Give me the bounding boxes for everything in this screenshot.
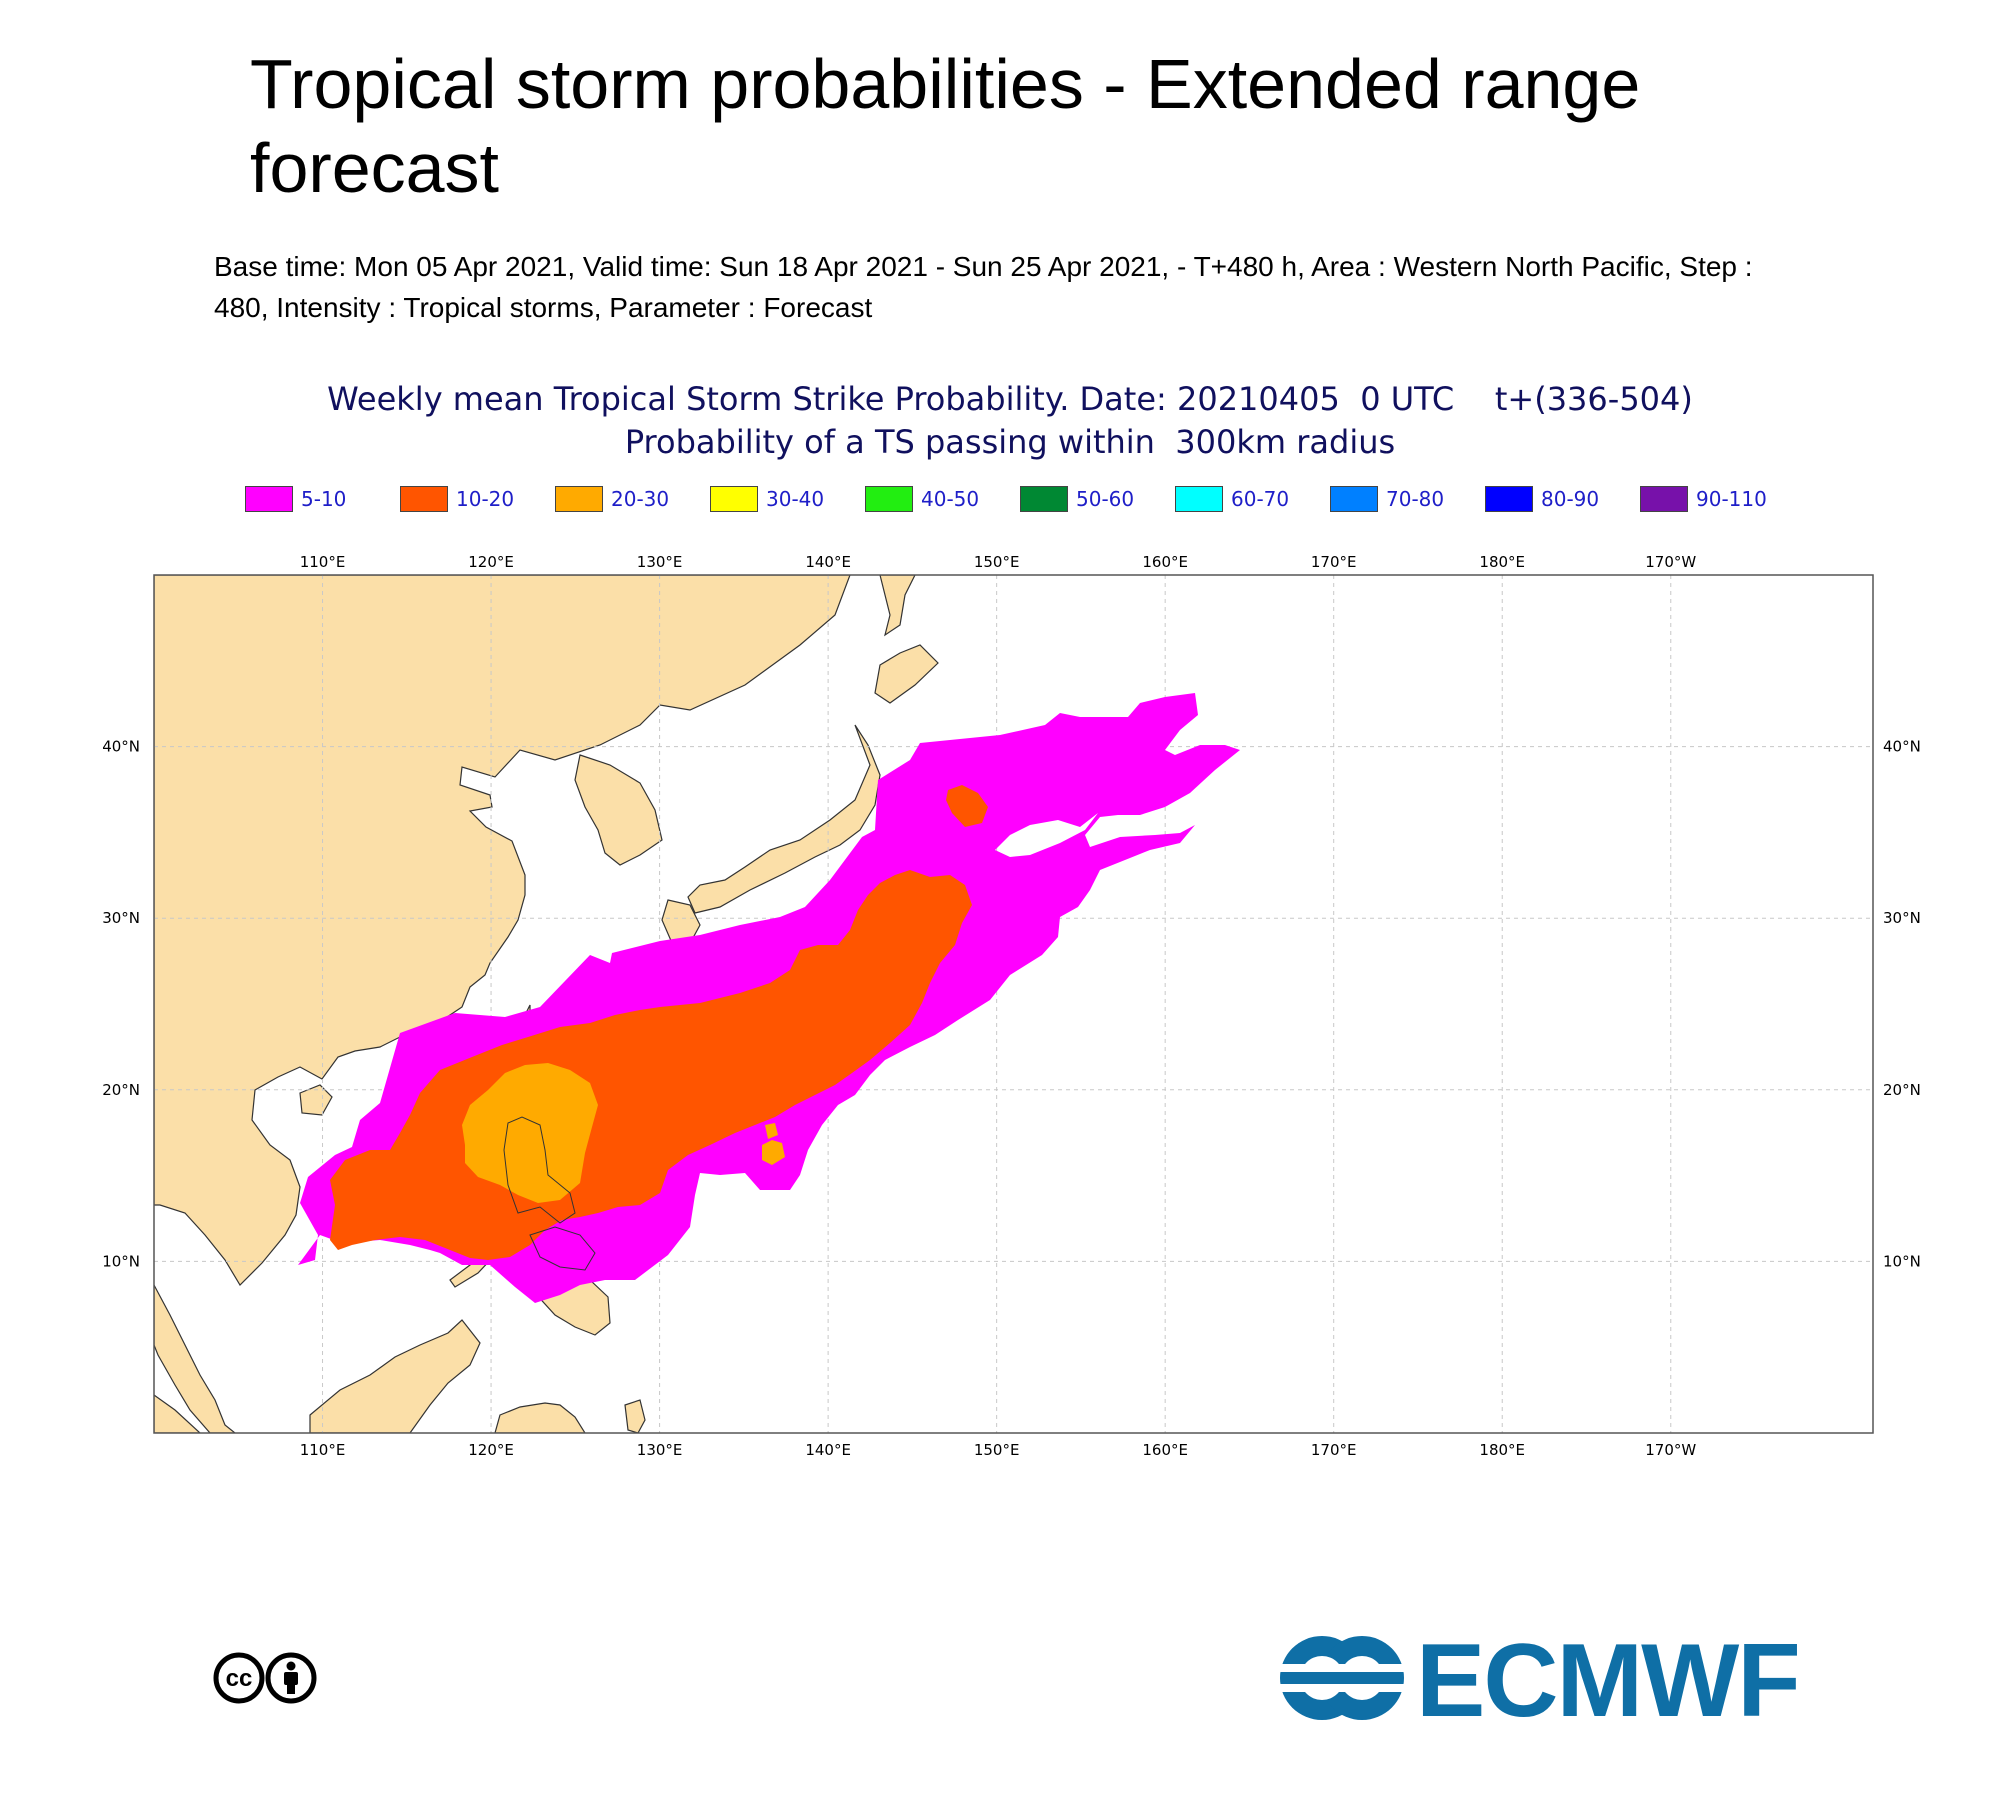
legend-swatch xyxy=(1640,486,1688,512)
legend-item: 40-50 xyxy=(865,484,979,514)
probability-legend: 5-10 10-20 20-30 30-40 40-50 50-60 60-70 70-80 8… xyxy=(245,484,1845,514)
lon-label-bottom: 170°W xyxy=(1645,1441,1696,1459)
ecmwf-logo: ECMWF xyxy=(1280,1628,1801,1728)
lon-label-top: 170°E xyxy=(1311,553,1357,571)
japan-hokkaido xyxy=(874,644,939,704)
legend-item: 50-60 xyxy=(1020,484,1134,514)
sumatra xyxy=(154,1394,201,1433)
axis-labels: 110°E 110°E 120°E 120°E 130°E 130°E 140°E 140°E… xyxy=(102,553,1921,1459)
legend-label: 60-70 xyxy=(1231,487,1290,511)
legend-label: 90-110 xyxy=(1696,487,1767,511)
probability-contours xyxy=(298,693,1240,1303)
lat-label-left: 20°N xyxy=(102,1081,140,1099)
legend-item: 60-70 xyxy=(1175,484,1289,514)
ecmwf-emblem-icon xyxy=(1280,1636,1404,1720)
lon-label-bottom: 110°E xyxy=(300,1441,346,1459)
lon-label-bottom: 180°E xyxy=(1479,1441,1525,1459)
lon-label-bottom: 120°E xyxy=(468,1441,514,1459)
page-subtitle: Base time: Mon 05 Apr 2021, Valid time: … xyxy=(214,251,1753,323)
legend-label: 10-20 xyxy=(456,487,515,511)
japan-honshu xyxy=(687,724,881,914)
halmahera xyxy=(624,1399,646,1433)
lon-label-top: 140°E xyxy=(805,553,851,571)
lon-label-bottom: 170°E xyxy=(1311,1441,1357,1459)
legend-swatch xyxy=(865,486,913,512)
map-frame xyxy=(153,574,1874,1434)
legend-item: 70-80 xyxy=(1330,484,1444,514)
legend-label: 20-30 xyxy=(611,487,670,511)
lon-label-bottom: 140°E xyxy=(805,1441,851,1459)
legend-item: 10-20 xyxy=(400,484,514,514)
probability-map: 110°E 110°E 120°E 120°E 130°E 130°E 140°E 140°E… xyxy=(102,553,1921,1459)
legend-item: 20-30 xyxy=(555,484,669,514)
legend-label: 80-90 xyxy=(1541,487,1600,511)
lon-label-top: 120°E xyxy=(468,553,514,571)
cc-by-logo: cc xyxy=(213,1652,317,1704)
legend-swatch xyxy=(1175,486,1223,512)
mainland-asia xyxy=(154,575,851,1286)
page-title: Tropical storm probabilities - Extended … xyxy=(250,45,1641,207)
lat-label-right: 10°N xyxy=(1883,1252,1921,1270)
legend-label: 40-50 xyxy=(921,487,980,511)
lon-label-top: 150°E xyxy=(974,553,1020,571)
legend-item: 90-110 xyxy=(1640,484,1767,514)
sakhalin xyxy=(879,575,916,637)
legend-item: 30-40 xyxy=(710,484,824,514)
lon-label-top: 110°E xyxy=(300,553,346,571)
lon-label-top: 130°E xyxy=(637,553,683,571)
legend-item: 80-90 xyxy=(1485,484,1599,514)
lon-label-bottom: 150°E xyxy=(974,1441,1020,1459)
legend-label: 5-10 xyxy=(301,487,347,511)
contour-20-30 xyxy=(462,1063,785,1203)
lon-label-bottom: 130°E xyxy=(637,1441,683,1459)
contour-20-30-small xyxy=(765,1123,778,1139)
lat-label-right: 20°N xyxy=(1883,1081,1921,1099)
map-title-line-2: Probability of a TS passing within 300km… xyxy=(624,423,1396,461)
legend-label: 30-40 xyxy=(766,487,825,511)
borneo xyxy=(309,1319,481,1433)
map-title: Weekly mean Tropical Storm Strike Probab… xyxy=(200,378,1820,464)
malay-peninsula xyxy=(154,1284,236,1433)
lat-label-left: 40°N xyxy=(102,738,140,756)
korea xyxy=(574,754,663,866)
legend-swatch xyxy=(245,486,293,512)
legend-label: 50-60 xyxy=(1076,487,1135,511)
legend-swatch xyxy=(400,486,448,512)
sulawesi xyxy=(494,1402,586,1433)
lon-label-top: 170°W xyxy=(1645,553,1696,571)
legend-swatch xyxy=(1485,486,1533,512)
legend-swatch xyxy=(710,486,758,512)
lat-label-right: 40°N xyxy=(1883,738,1921,756)
ecmwf-wordmark: ECMWF xyxy=(1416,1628,1799,1728)
lon-label-top: 180°E xyxy=(1479,553,1525,571)
map-title-line-1: Weekly mean Tropical Storm Strike Probab… xyxy=(327,380,1693,418)
legend-swatch xyxy=(1020,486,1068,512)
lon-label-bottom: 160°E xyxy=(1142,1441,1188,1459)
lat-label-left: 10°N xyxy=(102,1252,140,1270)
lat-label-right: 30°N xyxy=(1883,909,1921,927)
legend-swatch xyxy=(1330,486,1378,512)
lon-label-top: 160°E xyxy=(1142,553,1188,571)
land-outlines-over xyxy=(503,1116,596,1271)
lat-label-left: 30°N xyxy=(102,909,140,927)
legend-label: 70-80 xyxy=(1386,487,1445,511)
cc-label: cc xyxy=(226,1665,253,1692)
legend-swatch xyxy=(555,486,603,512)
hainan xyxy=(299,1084,333,1116)
legend-item: 5-10 xyxy=(245,484,346,514)
